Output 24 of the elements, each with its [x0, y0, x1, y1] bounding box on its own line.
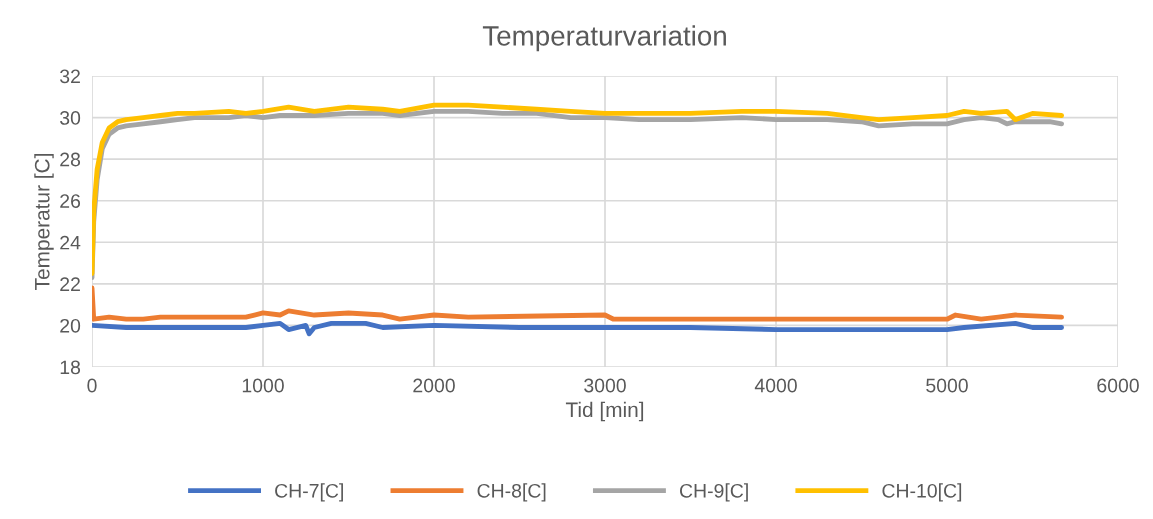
x-tick-label: 5000	[926, 378, 968, 393]
x-tick-label: 4000	[754, 378, 797, 393]
line-series	[92, 285, 1064, 322]
legend-label: CH-9[C]	[680, 483, 748, 502]
legend-label: CH-8[C]	[477, 483, 546, 502]
x-tick-label: 0	[87, 378, 97, 393]
y-tick-label: 30	[60, 111, 81, 125]
y-tick-label: 22	[60, 277, 80, 291]
legend-label: CH-7[C]	[275, 483, 343, 502]
y-tick-label: 26	[60, 194, 81, 208]
y-axis-title: Temperatur [C]	[34, 154, 54, 290]
x-tick-label: 1000	[242, 378, 284, 393]
chart-title: Temperaturvariation	[482, 25, 726, 52]
y-tick-label: 28	[60, 152, 81, 167]
x-tick-label: 6000	[1097, 378, 1139, 393]
y-tick-label: 24	[60, 235, 81, 250]
legend-label: CH-10[C]	[882, 483, 962, 502]
x-axis-title: Tid [min]	[565, 401, 644, 422]
x-tick-label: 2000	[413, 378, 455, 393]
line-series	[92, 320, 1064, 337]
x-tick-label: 3000	[584, 378, 626, 393]
y-tick-label: 20	[60, 318, 81, 333]
y-tick-label: 18	[60, 360, 81, 375]
y-tick-label: 32	[60, 69, 80, 84]
